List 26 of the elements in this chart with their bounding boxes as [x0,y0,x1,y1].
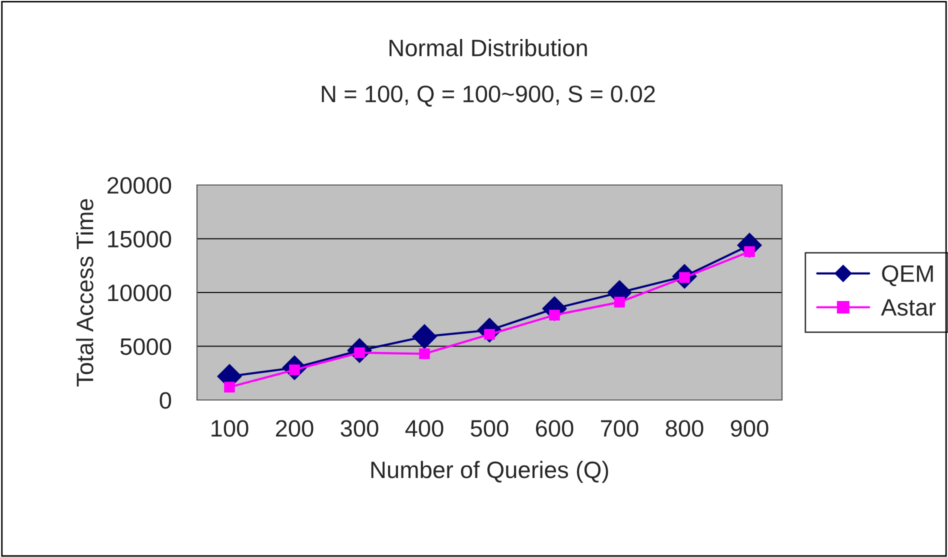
x-tick-label: 700 [601,420,638,437]
y-axis-title: Total Access Time [76,199,94,386]
point [224,382,235,392]
y-tick-label: 20000 [108,177,172,194]
x-tick-label: 500 [470,420,508,437]
point [419,348,430,360]
x-axis-title: Number of Queries (Q) [371,460,608,483]
x-tick-label: 200 [276,420,314,437]
y-tick-label: 10000 [108,284,172,302]
point [549,310,560,320]
point [412,324,437,349]
chart-subtitle: N = 100, Q = 100~900, S = 0.02 [322,86,655,107]
x-tick-label: 600 [536,420,574,437]
x-tick-label: 800 [666,420,704,437]
legend-label: Astar [881,299,936,316]
chart-title: Normal Distribution [390,38,587,56]
legend-label: QEM [882,265,933,286]
x-tick-label: 300 [340,420,378,437]
x-tick-label: 900 [730,420,768,437]
point [744,246,755,258]
y-tick-label: 15000 [108,230,172,248]
x-tick-label: 100 [212,420,248,437]
point [614,296,625,308]
x-tick-label: 400 [405,420,444,437]
y-tick-label: 5000 [120,338,172,356]
y-tick-label: 0 [160,392,172,409]
